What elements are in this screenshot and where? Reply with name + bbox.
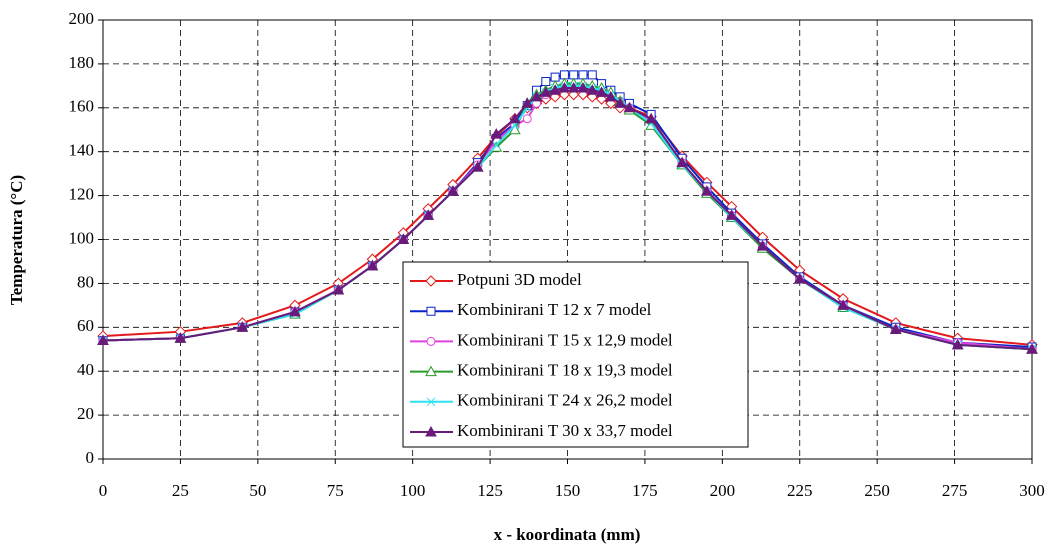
marker [578, 70, 588, 80]
marker [471, 161, 484, 172]
marker [521, 97, 534, 108]
marker [577, 82, 589, 93]
legend-marker [426, 306, 436, 316]
marker [837, 299, 849, 310]
marker [539, 86, 552, 97]
marker [522, 114, 532, 124]
marker [541, 76, 551, 86]
x-tick-label: 75 [327, 481, 344, 500]
y-tick-label: 140 [69, 141, 95, 160]
marker [569, 70, 579, 80]
legend-marker [425, 425, 437, 437]
marker [174, 332, 187, 343]
x-tick-label: 100 [400, 481, 426, 500]
marker [595, 86, 608, 97]
x-tick-label: 125 [477, 481, 503, 500]
marker [558, 82, 571, 93]
legend-marker [425, 275, 437, 287]
marker [366, 259, 379, 271]
x-axis-title: x - koordinata (mm) [494, 525, 641, 544]
legend-marker [426, 397, 436, 407]
y-tick-label: 200 [69, 9, 95, 28]
legend-box [402, 261, 749, 448]
y-tick-label: 80 [77, 272, 94, 291]
marker [793, 272, 806, 284]
y-axis-title: Temperatura (°C) [7, 175, 26, 305]
marker [559, 70, 569, 80]
marker [490, 128, 503, 139]
marker [676, 156, 688, 168]
y-tick-label: 120 [69, 185, 95, 204]
marker [332, 283, 345, 295]
marker [397, 233, 410, 244]
legend-marker [425, 365, 437, 377]
y-tick-label: 20 [77, 404, 94, 423]
marker [567, 82, 580, 93]
legend-label: Kombinirani T 24 x 26,2 model [457, 391, 673, 410]
marker [614, 97, 626, 108]
marker [889, 323, 902, 334]
y-tick-label: 160 [69, 97, 95, 116]
series-line [102, 87, 1033, 351]
x-tick-label: 300 [1019, 481, 1045, 500]
marker [447, 185, 459, 196]
x-tick-label: 225 [787, 481, 813, 500]
x-tick-label: 250 [864, 481, 890, 500]
y-tick-label: 0 [86, 448, 95, 467]
marker [422, 209, 434, 220]
marker [1026, 343, 1038, 354]
y-tick-label: 60 [77, 316, 94, 335]
marker [623, 101, 636, 113]
marker [587, 70, 597, 80]
legend-label: Kombinirani T 18 x 19,3 model [457, 361, 673, 380]
marker [236, 321, 249, 332]
x-tick-label: 150 [555, 481, 581, 500]
marker [586, 84, 599, 95]
legend-marker [426, 336, 436, 346]
plot-frame [102, 19, 1033, 460]
marker [509, 112, 521, 124]
x-tick-label: 275 [942, 481, 968, 500]
marker [491, 140, 501, 150]
marker [530, 90, 543, 102]
legend-label: Kombinirani T 15 x 12,9 model [457, 330, 673, 349]
marker [951, 338, 964, 350]
x-tick-label: 50 [249, 481, 266, 500]
x-tick-label: 175 [632, 481, 658, 500]
y-tick-label: 40 [77, 360, 94, 379]
x-tick-label: 25 [172, 481, 189, 500]
x-tick-label: 200 [710, 481, 736, 500]
marker [725, 209, 738, 220]
legend-label: Potpuni 3D model [457, 270, 582, 289]
x-tick-label: 0 [99, 481, 108, 500]
marker [701, 185, 713, 196]
y-tick-label: 100 [69, 228, 95, 247]
marker [605, 90, 617, 102]
marker [289, 305, 301, 317]
y-tick-label: 180 [69, 53, 95, 72]
legend-label: Kombinirani T 30 x 33,7 model [457, 421, 673, 440]
marker [756, 240, 769, 251]
marker [645, 112, 657, 124]
marker [97, 334, 109, 345]
legend-label: Kombinirani T 12 x 7 model [457, 300, 652, 319]
marker [550, 72, 560, 82]
marker [549, 84, 561, 95]
